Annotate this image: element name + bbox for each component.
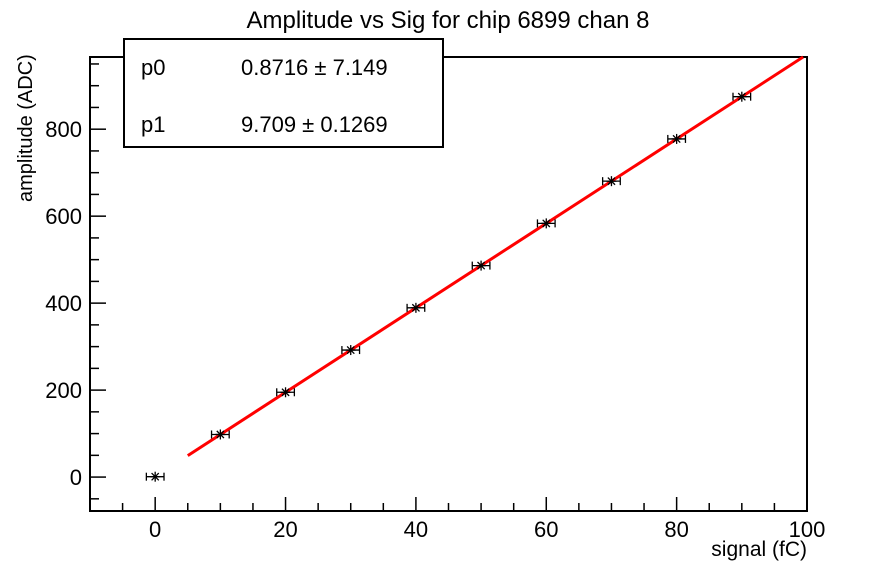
stats-p1-value: 9.709 ± 0.1269 <box>241 112 388 137</box>
stats-row-p1: p1 9.709 ± 0.1269 <box>125 112 442 137</box>
x-tick-label: 40 <box>404 517 428 542</box>
marker-asterisk <box>151 472 160 481</box>
stats-p0-label: p0 <box>141 55 166 80</box>
data-point <box>341 345 361 356</box>
data-point <box>601 176 621 187</box>
marker-asterisk <box>542 219 551 228</box>
marker-asterisk <box>281 388 290 397</box>
data-point <box>732 91 752 102</box>
stats-p0-value: 0.8716 ± 7.149 <box>241 55 388 80</box>
y-tick-label: 800 <box>45 117 82 142</box>
y-tick-label: 600 <box>45 204 82 229</box>
stats-p1-label: p1 <box>141 112 166 137</box>
y-tick-label: 400 <box>45 291 82 316</box>
x-axis-title: signal (fC) <box>711 538 807 561</box>
fit-line <box>186 55 804 457</box>
data-point <box>276 387 296 398</box>
marker-asterisk <box>607 177 616 186</box>
x-tick-label: 20 <box>273 517 297 542</box>
marker-asterisk <box>346 345 355 355</box>
stats-row-p0: p0 0.8716 ± 7.149 <box>125 55 442 80</box>
marker-asterisk <box>216 430 225 439</box>
x-tick-label: 60 <box>534 517 558 542</box>
data-point <box>536 218 556 229</box>
data-point <box>210 429 230 440</box>
marker-asterisk <box>477 261 486 270</box>
marker-asterisk <box>737 92 746 101</box>
marker-asterisk <box>411 303 420 312</box>
data-point <box>667 133 687 144</box>
x-tick-label: 0 <box>149 517 161 542</box>
stats-box: p0 0.8716 ± 7.149 p1 9.709 ± 0.1269 <box>123 38 444 148</box>
y-tick-label: 200 <box>45 378 82 403</box>
data-point <box>145 471 165 482</box>
y-tick-label: 0 <box>70 465 82 490</box>
marker-asterisk <box>672 134 681 143</box>
data-point <box>406 302 426 313</box>
y-axis-title: amplitude (ADC) <box>15 54 37 202</box>
x-tick-label: 100 <box>789 517 826 542</box>
plot-title: Amplitude vs Sig for chip 6899 chan 8 <box>246 7 650 34</box>
x-tick-label: 80 <box>664 517 688 542</box>
data-point <box>471 260 491 271</box>
